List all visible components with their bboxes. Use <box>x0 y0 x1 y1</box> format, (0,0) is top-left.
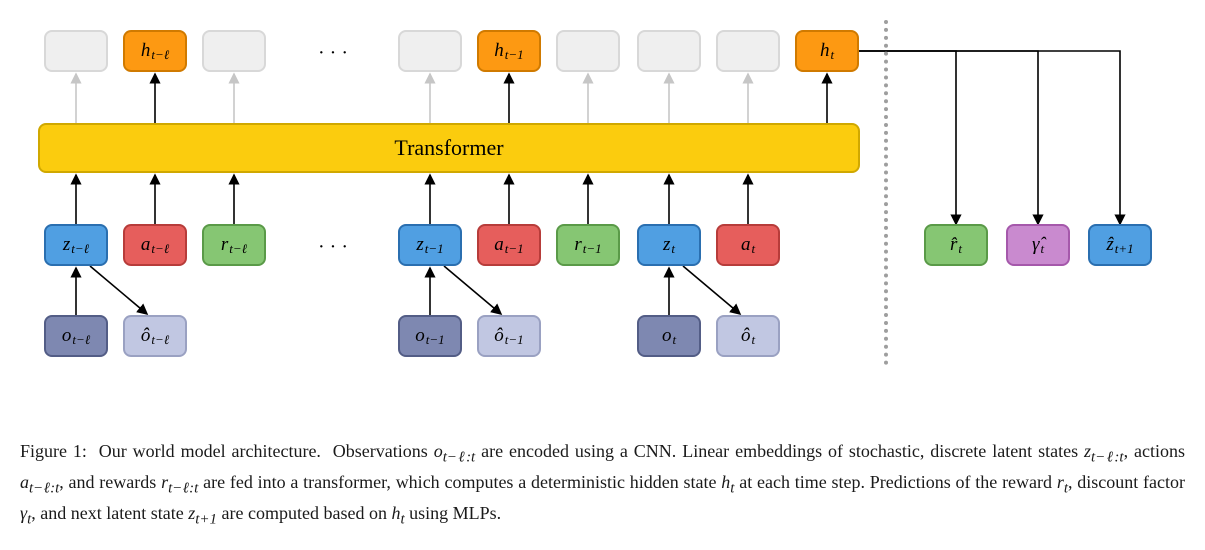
mid-node-3: zt−1 <box>398 224 462 266</box>
bot-node-2: ot−1 <box>398 315 462 357</box>
mid-node-5: rt−1 <box>556 224 620 266</box>
bot-node-4: ot <box>637 315 701 357</box>
dotted-divider <box>884 20 888 365</box>
transformer-bar: Transformer <box>38 123 860 173</box>
top-node-7 <box>716 30 780 72</box>
top-node-4: ht−1 <box>477 30 541 72</box>
top-node-8: ht <box>795 30 859 72</box>
ellipsis-0: · · · <box>318 42 348 65</box>
bot-node-3: ôt−1 <box>477 315 541 357</box>
mid-node-6: zt <box>637 224 701 266</box>
bot-node-1: ôt−ℓ <box>123 315 187 357</box>
pred-node-1: γ̂t <box>1006 224 1070 266</box>
top-node-1: ht−ℓ <box>123 30 187 72</box>
pred-node-2: ẑt+1 <box>1088 224 1152 266</box>
bot-node-5: ôt <box>716 315 780 357</box>
pred-node-0: r̂t <box>924 224 988 266</box>
top-node-2 <box>202 30 266 72</box>
top-node-6 <box>637 30 701 72</box>
bot-node-0: ot−ℓ <box>44 315 108 357</box>
top-node-3 <box>398 30 462 72</box>
top-node-0 <box>44 30 108 72</box>
mid-node-1: at−ℓ <box>123 224 187 266</box>
mid-node-0: zt−ℓ <box>44 224 108 266</box>
mid-node-2: rt−ℓ <box>202 224 266 266</box>
figure-caption: Figure 1: Our world model architecture. … <box>20 438 1185 530</box>
arrow-layer <box>20 20 1185 420</box>
top-node-5 <box>556 30 620 72</box>
architecture-diagram: ht−ℓ ht−1 ht zt−ℓ at−ℓ rt−ℓ zt−1 at−1 rt−1 ztat ot… <box>20 20 1185 420</box>
mid-node-7: at <box>716 224 780 266</box>
ellipsis-1: · · · <box>318 236 348 259</box>
mid-node-4: at−1 <box>477 224 541 266</box>
